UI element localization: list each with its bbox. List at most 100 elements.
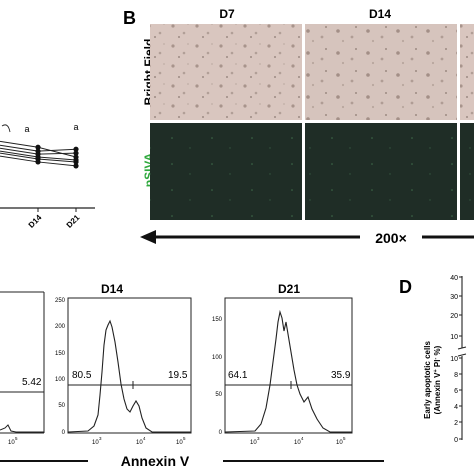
panel-d-ylabel-2: (Annexin V+ PI- %) — [433, 345, 442, 414]
histogram-plot-d14: D14 250 200 150 100 50 0 80.5 19.5 10 3 … — [55, 282, 192, 446]
histogram-frame — [67, 297, 192, 434]
panel-a-series-line-lead — [0, 152, 39, 160]
gate-value: 5.42 — [22, 377, 42, 388]
y-tick-label: 20 — [450, 313, 458, 320]
panel-d-ylabel-sup: + — [433, 369, 439, 372]
panel-b-column-label: D7 — [219, 7, 235, 21]
panel-a-series-line — [37, 152, 77, 155]
panel-a-bracket — [1, 124, 11, 133]
panel-a-series-line — [37, 148, 77, 152]
y-tick-label: 50 — [58, 403, 65, 409]
y-tick-label: 100 — [55, 377, 66, 383]
panel-a-series-line — [37, 146, 77, 158]
panel-a-data-point — [73, 159, 79, 165]
panel-d-y-ticks: 40 30 20 10 10 8 6 4 2 0 — [450, 275, 458, 444]
x-tick-label: 10 — [250, 440, 257, 446]
panel-a-series-line-lead — [0, 140, 39, 148]
y-tick-label: 150 — [55, 351, 66, 357]
x-axis-label: Annexin V — [121, 453, 190, 469]
x-tick-label: 10 — [336, 440, 343, 446]
y-tick-label: 4 — [454, 404, 458, 411]
panel-d-ylabel-sup: - — [433, 358, 439, 360]
panel-a-sig-label: a — [73, 122, 78, 132]
x-tick-label: 10 — [294, 440, 301, 446]
y-tick-label: 6 — [454, 388, 458, 395]
panel-d-axis-break — [457, 353, 467, 357]
panel-a-data-point — [35, 144, 41, 150]
panel-a-series — [0, 140, 79, 169]
panel-a: a a D14 D21 — [0, 122, 95, 230]
panel-d-ylabel-line1: Early apoptotic cells — [423, 341, 432, 419]
panel-c: 5.42 10 5 D14 250 200 150 100 50 0 80.5 … — [0, 282, 384, 469]
x-tick-exponent: 5 — [15, 436, 18, 441]
micrograph-psiva-d14 — [305, 123, 457, 220]
y-tick-label: 8 — [454, 372, 458, 379]
y-tick-label: 0 — [62, 430, 66, 436]
histogram-curve — [224, 309, 352, 433]
panel-d-axis-break — [457, 346, 467, 350]
y-tick-label: 250 — [55, 298, 66, 304]
panel-d-tick-marks — [459, 276, 462, 440]
panel-a-tick-label: D14 — [27, 213, 44, 230]
panel-d: D Early apoptotic cells (Annexin V+ PI- … — [399, 275, 467, 444]
histogram-title: D21 — [278, 282, 300, 296]
x-tick-label: 10 — [136, 440, 143, 446]
histogram-title: D14 — [101, 282, 123, 296]
x-tick-exponent: 4 — [143, 436, 146, 441]
histogram-curve — [67, 319, 191, 433]
panel-a-data-point — [73, 163, 79, 169]
panel-d-ylabel-part: %) — [433, 345, 442, 357]
x-tick-exponent: 4 — [301, 436, 304, 441]
x-tick-label: 10 — [92, 440, 99, 446]
panel-a-data-point — [73, 146, 79, 152]
panel-a-tick-label: D21 — [65, 213, 82, 230]
y-tick-labels: 150 100 50 0 — [212, 317, 223, 436]
histogram-frame — [224, 297, 353, 434]
panel-a-data-point — [73, 150, 79, 156]
x-tick-exponent: 5 — [343, 436, 346, 441]
panel-a-series-line-lead — [0, 150, 39, 158]
panel-a-series-line-lead — [0, 147, 39, 155]
micrograph-bright-field-cropped — [460, 24, 474, 120]
micrograph-bright-field-d14 — [305, 24, 457, 120]
micrograph-psiva-cropped — [460, 123, 474, 220]
panel-d-ylabel-part: (Annexin V — [433, 372, 442, 414]
histogram-plot-1: 5.42 10 5 — [0, 291, 45, 446]
panel-d-ylabel-part: PI — [433, 360, 442, 370]
gate-value-left: 64.1 — [228, 370, 248, 381]
micrograph-bright-field-d7 — [150, 24, 302, 120]
x-tick-labels: 10 3 10 4 10 5 — [250, 436, 346, 446]
y-tick-label: 10 — [450, 334, 458, 341]
y-tick-label: 100 — [212, 355, 223, 361]
gate-value-right: 35.9 — [331, 370, 351, 381]
panel-a-series-line — [37, 161, 77, 167]
panel-a-sig-label: a — [24, 124, 29, 134]
x-tick-label: 10 — [8, 440, 15, 446]
x-tick-label: 10 — [176, 440, 183, 446]
x-tick-exponent: 5 — [183, 436, 186, 441]
y-tick-label: 50 — [215, 392, 222, 398]
y-tick-label: 150 — [212, 317, 223, 323]
panel-a-series-line-lead — [0, 144, 39, 152]
panel-a-series-line-lead — [0, 155, 39, 163]
panel-a-data-point — [35, 159, 41, 165]
x-tick-exponent: 3 — [257, 436, 260, 441]
y-tick-label: 40 — [450, 275, 458, 282]
y-tick-labels: 250 200 150 100 50 0 — [55, 298, 66, 436]
panel-b-label: B — [123, 8, 136, 28]
y-tick-label: 0 — [454, 437, 458, 444]
histogram-plot-d21: D21 150 100 50 0 64.1 35.9 10 3 10 4 10 … — [212, 282, 353, 446]
micrograph-psiva-d7 — [150, 123, 302, 220]
gate-value-left: 80.5 — [72, 370, 92, 381]
panel-d-label: D — [399, 277, 412, 297]
y-tick-label: 10 — [450, 356, 458, 363]
magnification-label: 200× — [375, 230, 407, 246]
panel-a-series-line — [37, 156, 77, 161]
scale-arrow-head-icon — [140, 230, 156, 244]
y-tick-label: 2 — [454, 420, 458, 427]
panel-a-series-line — [37, 158, 77, 163]
panel-d-ylabel: Early apoptotic cells — [423, 341, 432, 419]
x-tick-exponent: 3 — [99, 436, 102, 441]
